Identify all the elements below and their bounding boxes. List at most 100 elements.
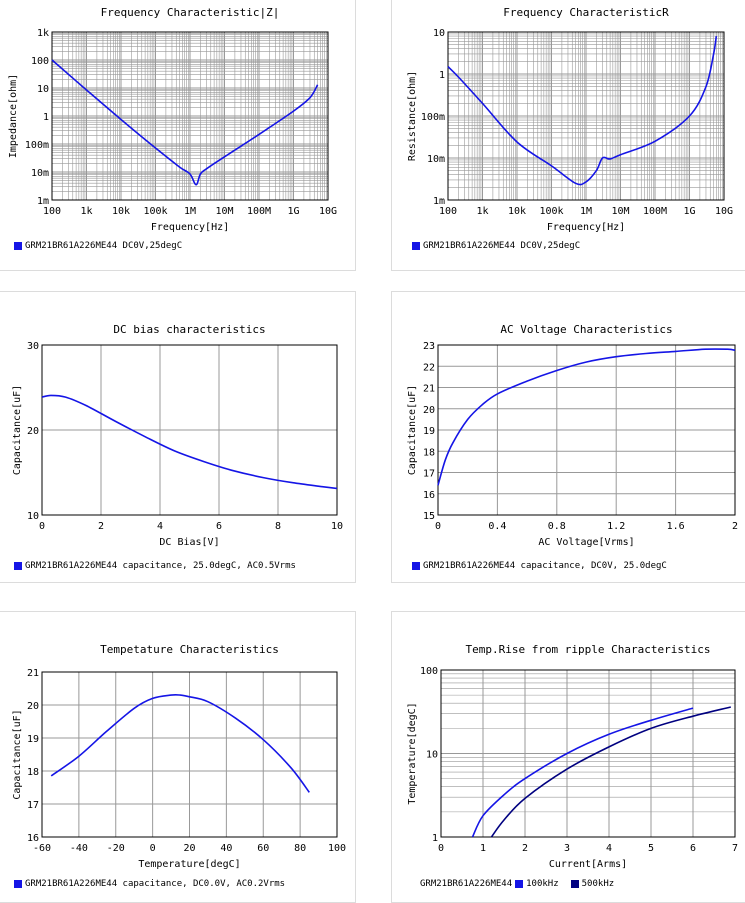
x-tick-label: 5	[648, 843, 654, 854]
legend-swatch-icon	[515, 880, 523, 888]
x-axis-label: Temperature[degC]	[138, 859, 240, 870]
x-axis-label: AC Voltage[Vrms]	[538, 537, 634, 548]
y-tick-label: 19	[423, 426, 435, 437]
legend-series-500khz: 500kHz	[582, 879, 615, 889]
y-tick-label: 20	[423, 405, 435, 416]
legend-swatch-icon	[412, 242, 420, 250]
legend-swatch-icon	[14, 880, 22, 888]
y-tick-label: 17	[423, 469, 435, 480]
y-tick-label: 100	[31, 56, 49, 67]
y-tick-label: 100m	[25, 140, 49, 151]
x-tick-label: 2	[522, 843, 528, 854]
y-tick-label: 16	[423, 490, 435, 501]
x-tick-label: -20	[107, 843, 125, 854]
y-tick-label: 1	[439, 70, 445, 81]
impedance-chart-panel: Frequency Characteristic|Z| 100 1k 10k 100k 1…	[0, 0, 355, 270]
x-tick-label: 20	[183, 843, 195, 854]
chart-title: Frequency Characteristic|Z|	[101, 6, 280, 19]
x-tick-label: 0	[39, 521, 45, 532]
chart-title: DC bias characteristics	[113, 323, 265, 336]
x-tick-label: 2	[98, 521, 104, 532]
x-tick-label: 1.2	[607, 521, 625, 532]
x-tick-label: 1M	[184, 206, 196, 217]
x-axis-label: Frequency[Hz]	[151, 222, 229, 233]
x-tick-label: 0.4	[488, 521, 506, 532]
x-tick-label: 10k	[112, 206, 130, 217]
x-tick-label: 3	[564, 843, 570, 854]
dc-bias-chart: DC bias characteristics 0 2 4 6 8 10 30 20 10 DC B…	[0, 292, 355, 557]
legend: GRM21BR61A226ME44 capacitance, 25.0degC,…	[14, 561, 296, 571]
x-tick-label: 60	[257, 843, 269, 854]
x-tick-label: 6	[690, 843, 696, 854]
resistance-chart: Frequency CharacteristicR100 1k 10k 100k 1M 1…	[392, 0, 745, 240]
x-tick-label: 10M	[215, 206, 233, 217]
chart-title: AC Voltage Characteristics	[500, 323, 672, 336]
x-tick-label: 10	[331, 521, 343, 532]
x-tick-label: 1k	[80, 206, 92, 217]
legend-label: GRM21BR61A226ME44 DC0V,25degC	[25, 241, 182, 251]
x-tick-label: 100	[328, 843, 346, 854]
legend: GRM21BR61A226ME44 capacitance, DC0.0V, A…	[14, 879, 285, 889]
x-tick-label: -60	[33, 843, 51, 854]
x-tick-label: 100	[439, 206, 457, 217]
y-tick-label: 18	[423, 447, 435, 458]
x-tick-label: 1G	[287, 206, 299, 217]
temperature-chart-panel: Tempetature Characteristics -60 -40 -20 0 20 4…	[0, 612, 355, 896]
x-tick-label: 100	[43, 206, 61, 217]
ac-voltage-chart: AC Voltage Characteristics 0 0.4 0.8 1.2 1.6 2…	[392, 292, 745, 557]
y-tick-label: 30	[27, 341, 39, 352]
x-tick-label: 10M	[611, 206, 629, 217]
x-tick-label: 10G	[319, 206, 337, 217]
y-tick-label: 16	[27, 833, 39, 844]
legend-swatch-icon	[14, 562, 22, 570]
x-tick-label: 80	[294, 843, 306, 854]
x-tick-label: 1k	[476, 206, 488, 217]
x-axis-label: Current[Arms]	[549, 859, 627, 870]
legend-part-number: GRM21BR61A226ME44	[420, 879, 512, 889]
x-tick-label: 8	[275, 521, 281, 532]
temp-rise-chart-panel: Temp.Rise from ripple Characteristics 0 1 2…	[392, 612, 745, 896]
y-tick-label: 21	[423, 384, 435, 395]
legend: GRM21BR61A226ME44 DC0V,25degC	[412, 241, 580, 251]
y-tick-label: 1	[43, 112, 49, 123]
x-axis-label: Frequency[Hz]	[547, 222, 625, 233]
legend-label: GRM21BR61A226ME44 capacitance, DC0.0V, A…	[25, 879, 285, 889]
y-tick-label: 10	[37, 84, 49, 95]
y-tick-label: 23	[423, 341, 435, 352]
dc-bias-chart-panel: DC bias characteristics 0 2 4 6 8 10 30 20 10 DC B…	[0, 292, 355, 582]
y-tick-label: 19	[27, 734, 39, 745]
legend-label: GRM21BR61A226ME44 capacitance, DC0V, 25.…	[423, 561, 667, 571]
x-tick-label: 1	[480, 843, 486, 854]
y-tick-label: 1	[432, 833, 438, 844]
x-tick-label: 1G	[683, 206, 695, 217]
y-tick-label: 10	[27, 511, 39, 522]
temperature-chart: Tempetature Characteristics -60 -40 -20 0 20 4…	[0, 612, 355, 874]
x-tick-label: 0	[435, 521, 441, 532]
x-tick-label: 40	[220, 843, 232, 854]
x-tick-label: 0	[438, 843, 444, 854]
chart-title: Frequency CharacteristicR	[503, 6, 669, 19]
y-axis-label: Capacitance[uF]	[12, 385, 23, 475]
x-tick-label: 2	[732, 521, 738, 532]
y-tick-label: 100	[420, 666, 438, 677]
x-tick-label: 1M	[580, 206, 592, 217]
y-tick-label: 20	[27, 701, 39, 712]
legend-label: GRM21BR61A226ME44 capacitance, 25.0degC,…	[25, 561, 296, 571]
x-tick-label: 7	[732, 843, 738, 854]
x-tick-label: 0	[150, 843, 156, 854]
y-axis-label: Temperature[degC]	[407, 702, 418, 804]
ac-voltage-chart-panel: AC Voltage Characteristics 0 0.4 0.8 1.2 1.6 2…	[392, 292, 745, 582]
y-tick-label: 18	[27, 767, 39, 778]
y-axis-label: Capacitance[uF]	[407, 385, 418, 475]
y-axis-label: Resistance[ohm]	[407, 71, 418, 161]
x-tick-label: 0.8	[548, 521, 566, 532]
legend-swatch-icon	[14, 242, 22, 250]
legend-swatch-icon	[571, 880, 579, 888]
legend: GRM21BR61A226ME44 100kHz 500kHz	[420, 879, 614, 889]
legend: GRM21BR61A226ME44 capacitance, DC0V, 25.…	[412, 561, 667, 571]
chart-title: Tempetature Characteristics	[100, 643, 279, 656]
x-tick-label: 6	[216, 521, 222, 532]
y-tick-label: 1m	[37, 196, 49, 207]
y-tick-label: 15	[423, 511, 435, 522]
